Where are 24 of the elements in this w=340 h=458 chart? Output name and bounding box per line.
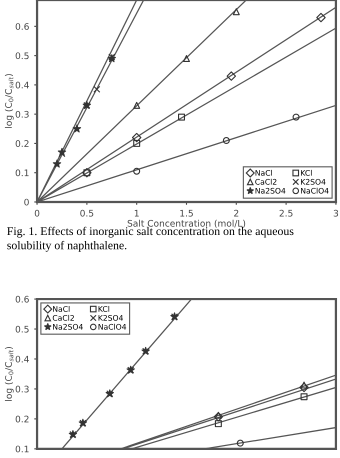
x-tick-label: 3 (334, 210, 338, 217)
y-axis-title: log (C$_{0}$/C$_{salt}$) (4, 347, 14, 401)
x-axis-title: Salt Concentration (mol/L) (128, 220, 246, 228)
x-tick-label: 0.5 (80, 210, 94, 217)
x-tick-label: 1.5 (180, 210, 193, 217)
y-tick-label: 0.1 (16, 169, 29, 176)
y-tick-label: 0.6 (16, 23, 29, 30)
caption: Fig. 1. Effects of inorganic salt concentration on the aqueous solubility of naphthalene. (7, 226, 294, 252)
x-tick-label: 2 (234, 210, 238, 216)
y-tick-label: 0.3 (16, 386, 29, 392)
y-tick-label: 0.1 (16, 446, 29, 452)
y-tick-label: 0.2 (16, 140, 29, 147)
y-tick-label: 0.5 (16, 326, 29, 333)
x-tick-label: 0 (34, 210, 40, 217)
y-tick-label: 0.2 (16, 416, 29, 422)
y-tick-label: 0.3 (16, 110, 29, 118)
y-axis-title: log (C$_{0}$/C$_{salt}$) (4, 74, 14, 128)
y-tick-label: 0.4 (16, 82, 29, 88)
y-tick-label: 0.4 (16, 356, 29, 363)
y-tick-label: 0 (24, 198, 29, 206)
y-tick-label: 0.6 (16, 296, 29, 303)
x-tick-label: 1 (134, 210, 139, 216)
y-tick-label: 0.5 (16, 52, 29, 60)
x-tick-label: 2.5 (280, 210, 292, 217)
